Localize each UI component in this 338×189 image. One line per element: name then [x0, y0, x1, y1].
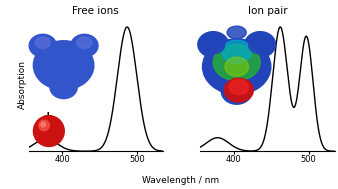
- Text: +: +: [42, 110, 53, 123]
- Title: Ion pair: Ion pair: [248, 6, 287, 16]
- Text: Wavelength / nm: Wavelength / nm: [142, 176, 219, 185]
- Y-axis label: Absorption: Absorption: [18, 60, 27, 109]
- Title: Free ions: Free ions: [72, 6, 119, 16]
